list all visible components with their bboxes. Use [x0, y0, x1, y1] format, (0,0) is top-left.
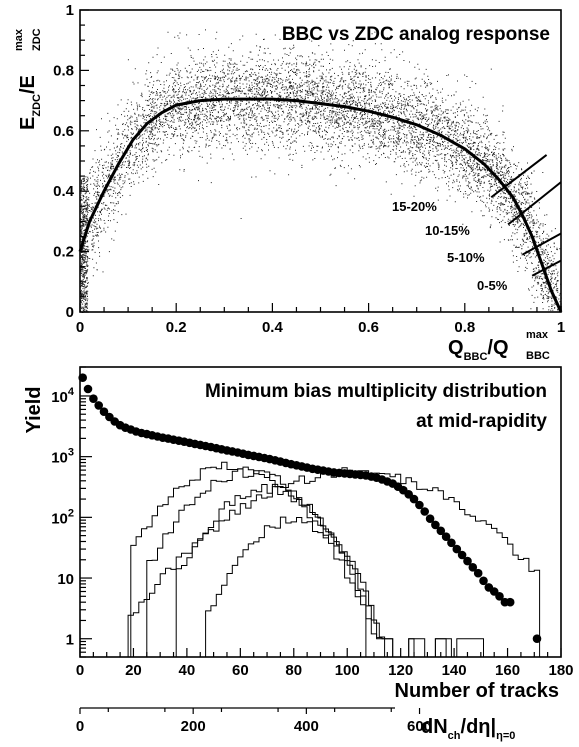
- bottom-x-tick-label: 60: [232, 662, 249, 679]
- minbias-point: [474, 569, 483, 578]
- top-y-tick-label: 0.8: [53, 62, 74, 79]
- bottom-title-line-1: Minimum bias multiplicity distribution: [205, 381, 547, 402]
- top-x-tick-label: 0.8: [454, 319, 475, 336]
- bottom-y-tick-label: 102: [51, 507, 74, 527]
- svg-text:dNch/dη|η=0: dNch/dη|η=0: [421, 716, 515, 742]
- bottom-y-axis-label: Yield: [23, 386, 45, 433]
- bottom-y-tick-label: 104: [51, 386, 75, 406]
- minbias-point: [533, 634, 542, 643]
- bottom-x-axis-label: Number of tracks: [395, 680, 560, 702]
- bottom-x-tick-label: 140: [442, 662, 467, 679]
- top-plot-frame: [80, 10, 561, 312]
- top-x-tick-label: 0.6: [358, 319, 379, 336]
- bottom-x-tick-label: 100: [335, 662, 360, 679]
- secondary-tick-label: 400: [294, 718, 319, 735]
- top-chart-title: BBC vs ZDC analog response: [282, 24, 550, 45]
- top-y-axis-label: EZDC/E max ZDC: [13, 28, 43, 130]
- centrality-histograms: [128, 462, 539, 657]
- bottom-title-line-2: at mid-rapidity: [416, 411, 547, 432]
- top-panel: 0 0.2 0.4 0.6 0.8 1 0 0.2 0.4 0.6 0.8 1 BBC vs ZDC …: [13, 2, 565, 363]
- bottom-y-tick-label: 10: [57, 571, 74, 588]
- bottom-x-tick-label: 0: [76, 662, 84, 679]
- minbias-point: [84, 385, 93, 394]
- histogram-peripheral: [128, 468, 539, 657]
- minbias-point: [506, 598, 515, 607]
- svg-text:BBC: BBC: [526, 350, 550, 362]
- bottom-x-tick-label: 180: [548, 662, 573, 679]
- bottom-y-tick-label: 103: [51, 447, 74, 467]
- bottom-panel: 0 20 40 60 80 100 120 140 160 180 1 10 102 103 104 Min…: [23, 367, 574, 742]
- bottom-y-tick-label: 1: [66, 632, 74, 649]
- bottom-x-tick-label: 20: [125, 662, 142, 679]
- svg-text:QBBC/Q: QBBC/Q: [448, 337, 509, 363]
- bottom-x-tick-label: 80: [285, 662, 302, 679]
- secondary-tick-label: 0: [76, 718, 84, 735]
- top-y-tick-label: 0.2: [53, 244, 74, 261]
- minbias-point: [420, 507, 429, 516]
- bottom-x-tick-label: 40: [179, 662, 196, 679]
- centrality-cut-lines: [491, 155, 561, 276]
- secondary-axis-label: dNch/dη|η=0: [421, 716, 515, 742]
- cut-label-0-5: 0-5%: [477, 278, 508, 293]
- histogram-15-20%: [131, 462, 484, 657]
- top-y-tick-label: 0.6: [53, 123, 74, 140]
- bottom-x-tick-label: 160: [495, 662, 520, 679]
- top-x-tick-label: 0.2: [166, 319, 187, 336]
- histogram-5-10%: [176, 484, 390, 657]
- top-x-tick-label: 1: [557, 319, 565, 336]
- svg-text:EZDC/E: EZDC/E: [17, 75, 43, 130]
- top-x-tick-label: 0: [76, 319, 84, 336]
- cut-label-5-10: 5-10%: [447, 250, 485, 265]
- top-y-tick-label: 0.4: [53, 183, 75, 200]
- top-y-tick-label: 1: [66, 2, 74, 19]
- cut-label-15-20: 15-20%: [392, 199, 437, 214]
- top-x-tick-label: 0.4: [262, 319, 284, 336]
- histogram-0-5%: [206, 517, 366, 657]
- cut-label-10-15: 10-15%: [425, 223, 470, 238]
- top-y-tick-label: 0: [66, 304, 74, 321]
- svg-text:ZDC: ZDC: [31, 28, 43, 51]
- secondary-axis-ticks: 0 200 400 600: [76, 708, 432, 735]
- svg-text:max: max: [526, 329, 549, 341]
- svg-text:max: max: [13, 28, 25, 51]
- secondary-tick-label: 200: [181, 718, 206, 735]
- bottom-x-tick-label: 120: [388, 662, 413, 679]
